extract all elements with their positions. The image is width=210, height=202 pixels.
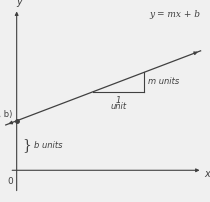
Text: x: x (204, 169, 210, 179)
Text: y = mx + b: y = mx + b (150, 9, 201, 19)
Text: m units: m units (148, 78, 179, 86)
Text: y: y (17, 0, 22, 7)
Text: 0: 0 (7, 177, 13, 186)
Text: (0, b): (0, b) (0, 110, 12, 119)
Text: unit: unit (111, 102, 127, 110)
Text: 1: 1 (116, 96, 121, 105)
Text: }: } (22, 139, 31, 153)
Text: b units: b units (34, 141, 62, 150)
